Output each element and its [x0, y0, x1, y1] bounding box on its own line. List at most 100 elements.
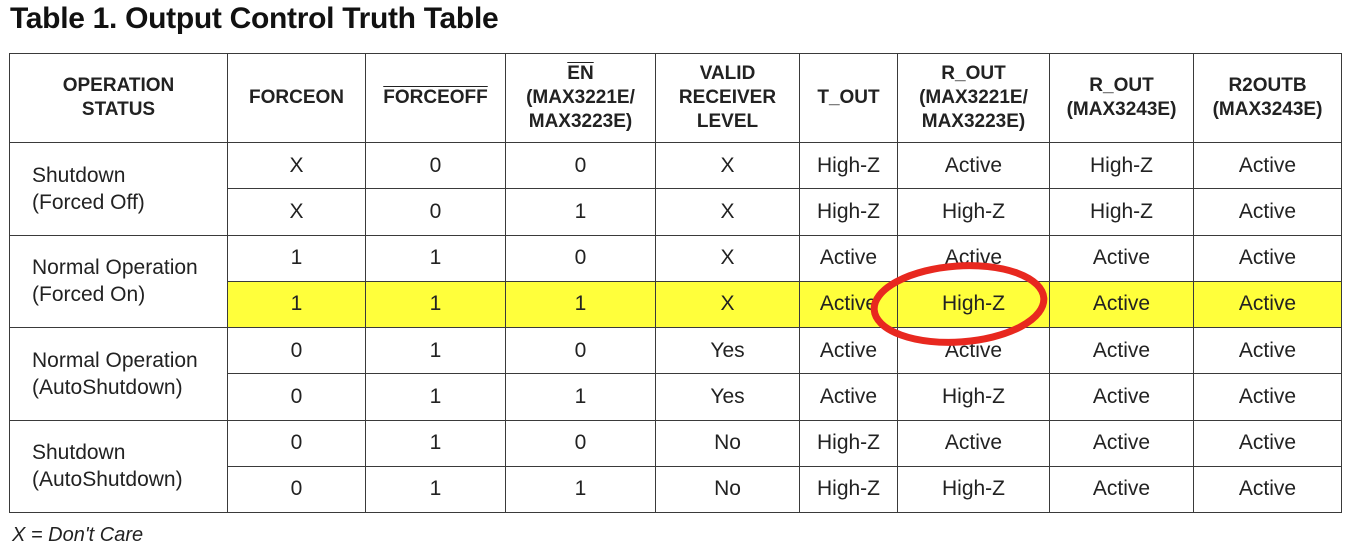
column-header: T_OUT — [799, 53, 898, 143]
table-cell: Active — [1193, 280, 1342, 329]
header-text: (MAX3243E) — [1212, 99, 1323, 120]
table-cell: Yes — [655, 373, 800, 421]
table-cell: Active — [1193, 465, 1342, 514]
table-row: Shutdown (Forced Off) X 0 0 X High-Z Active High… — [9, 141, 1342, 236]
table-cell: 1 — [365, 234, 506, 282]
table-cell: Active — [897, 326, 1050, 375]
table-cell: No — [655, 419, 800, 467]
table-cell: 0 — [505, 326, 656, 375]
status-text: Normal Operation — [32, 256, 198, 280]
truth-table: OPERATION STATUS FORCEON FORCEOFF EN (MAX3221… — [9, 53, 1342, 514]
table-cell: 1 — [227, 234, 366, 282]
table-body: Shutdown (Forced Off) X 0 0 X High-Z Active High… — [9, 141, 1342, 514]
table-cell: X — [227, 141, 366, 190]
status-text: Shutdown — [32, 163, 126, 187]
header-text: STATUS — [81, 99, 156, 120]
header-text: FORCEOFF — [383, 87, 488, 108]
table-cell: Active — [1049, 373, 1194, 421]
table-cell: 0 — [365, 141, 506, 190]
operation-status-cell: Normal Operation (AutoShutdown) — [9, 327, 228, 421]
table-cell: High-Z — [897, 373, 1050, 421]
table-cell: Yes — [655, 326, 800, 375]
table-cell: Active — [1049, 280, 1194, 329]
table-cell: High-Z — [897, 280, 1050, 329]
table-row: Normal Operation (AutoShutdown) 0 1 0 Yes Acti… — [9, 326, 1342, 421]
table-row: X 0 1 X High-Z High-Z High-Z Active — [10, 188, 1342, 236]
status-text: Shutdown — [32, 441, 126, 465]
table-cell: Active — [1193, 419, 1342, 467]
table-cell: 0 — [505, 234, 656, 282]
header-row: OPERATION STATUS FORCEON FORCEOFF EN (MAX3221… — [9, 53, 1342, 143]
operation-status-cell: Shutdown (Forced Off) — [9, 142, 228, 236]
table-cell: Active — [1049, 419, 1194, 467]
header-text: R_OUT — [1089, 75, 1154, 96]
header-text: (MAX3243E) — [1066, 99, 1177, 120]
footnote: X = Don't Care — [12, 524, 144, 546]
table-cell: Active — [1049, 326, 1194, 375]
table-cell: High-Z — [897, 465, 1050, 514]
table-row: Normal Operation (Forced On) 1 1 0 X Active Act… — [9, 234, 1342, 328]
status-text: (Forced On) — [32, 283, 146, 307]
table-cell: Active — [1193, 188, 1342, 236]
column-header: R2OUTB (MAX3243E) — [1193, 53, 1342, 143]
header-text: VALID — [699, 63, 756, 84]
table-cell: X — [655, 234, 800, 282]
column-header: R_OUT (MAX3221E/MAX3223E) — [897, 53, 1050, 143]
table-cell: Active — [799, 326, 898, 375]
table-cell: Active — [1193, 373, 1342, 421]
table-cell: 0 — [227, 419, 366, 467]
header-text: (MAX3221E/ — [919, 87, 1028, 108]
column-header: VALID RECEIVER LEVEL — [655, 53, 800, 143]
table-cell: High-Z — [799, 188, 898, 236]
operation-status-cell: Normal Operation (Forced On) — [9, 234, 228, 328]
table-cell: 0 — [365, 188, 506, 236]
header-text: FORCEON — [249, 87, 344, 108]
column-header: OPERATION STATUS — [9, 53, 228, 143]
status-text: (Forced Off) — [32, 190, 145, 214]
table-cell: 1 — [365, 326, 506, 375]
table-row: 0 1 1 Yes Active High-Z Active Active — [10, 373, 1342, 421]
table-cell: High-Z — [799, 465, 898, 514]
table-cell: Active — [1193, 326, 1342, 375]
table-cell: 1 — [365, 465, 506, 514]
table-cell: 1 — [365, 419, 506, 467]
column-header: EN (MAX3221E/MAX3223E) — [505, 53, 656, 143]
table-cell: High-Z — [799, 419, 898, 467]
table-cell: 1 — [505, 280, 656, 329]
table-cell: 0 — [505, 419, 656, 467]
header-text: T_OUT — [817, 87, 880, 108]
status-text: (AutoShutdown) — [32, 375, 183, 399]
table-cell: Active — [1049, 234, 1194, 282]
table-cell: 1 — [505, 465, 656, 514]
table-cell: 0 — [505, 141, 656, 190]
table-cell: 0 — [227, 326, 366, 375]
table-cell: Active — [897, 141, 1050, 190]
table-cell: X — [655, 280, 800, 329]
table-row: 0 1 1 No High-Z High-Z Active Active — [10, 465, 1342, 514]
table-cell: 1 — [227, 280, 366, 329]
table-cell: High-Z — [897, 188, 1050, 236]
table-cell: 1 — [505, 373, 656, 421]
status-text: Normal Operation — [32, 348, 198, 372]
table-cell: Active — [897, 234, 1050, 282]
table-cell: Active — [1049, 465, 1194, 514]
table-cell: Active — [1193, 141, 1342, 190]
header-text: OPERATION — [62, 75, 175, 96]
status-text: (AutoShutdown) — [32, 468, 183, 492]
table-cell: Active — [1193, 234, 1342, 282]
operation-status-cell: Shutdown (AutoShutdown) — [9, 419, 228, 513]
table-cell: X — [227, 188, 366, 236]
table-cell: 1 — [365, 280, 506, 329]
table-cell: 0 — [227, 465, 366, 514]
truth-table-container: OPERATION STATUS FORCEON FORCEOFF EN (MAX3221… — [9, 53, 1342, 514]
column-header: R_OUT (MAX3243E) — [1049, 53, 1194, 143]
table-cell: Active — [799, 373, 898, 421]
table-cell: Active — [897, 419, 1050, 467]
table-cell: No — [655, 465, 800, 514]
table-cell: X — [655, 188, 800, 236]
header-text: R2OUTB — [1228, 75, 1307, 96]
table-row: Shutdown (AutoShutdown) 0 1 0 No High-Z Active A… — [9, 419, 1342, 513]
header-text: (MAX3221E/ — [526, 87, 635, 108]
table-cell: Active — [799, 234, 898, 282]
header-text: RECEIVER — [678, 87, 777, 108]
